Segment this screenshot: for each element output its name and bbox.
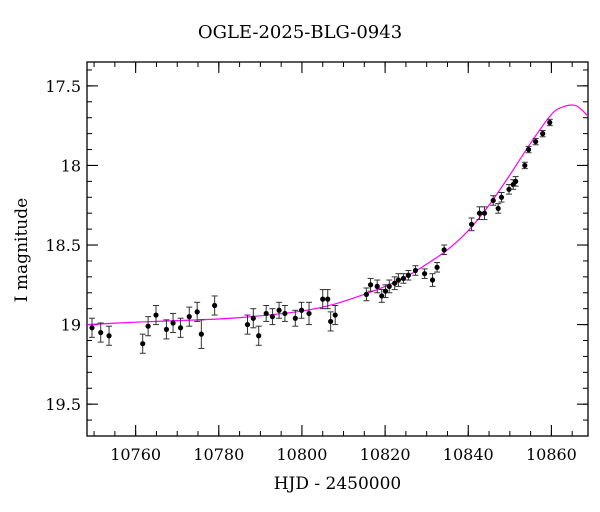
data-point [422,271,428,277]
data-point [332,312,338,318]
data-point [269,314,276,320]
x-axis-label: HJD - 2450000 [273,474,402,494]
data-point [374,283,380,289]
data-point [256,333,262,339]
data-point [306,310,312,317]
data-point [513,178,519,184]
data-point [434,264,440,270]
data-point [429,277,436,283]
data-point [405,272,411,278]
x-tick-label: 10840 [443,445,494,464]
chart-title: OGLE-2025-BLG-0943 [197,22,403,43]
data-point [250,315,256,321]
y-axis-label: I magnitude [12,197,32,303]
data-point [145,323,151,329]
y-tick-label: 18 [61,156,81,175]
data-point [194,309,200,315]
y-tick-label: 19 [61,316,81,335]
data-point [367,282,374,288]
data-point [177,325,184,331]
data-point [153,312,159,318]
data-point [506,186,512,192]
data-point [276,307,282,313]
plot-frame [86,61,589,437]
data-point [212,302,218,309]
data-point [498,194,505,200]
data-point [320,296,326,302]
y-tick-label: 19.5 [45,395,81,414]
x-tick-label: 10820 [360,445,411,464]
data-point [522,162,528,169]
x-tick-label: 10760 [110,445,161,464]
data-point [525,146,532,153]
data-point [547,119,553,126]
data-point [468,221,475,227]
data-point [292,315,298,321]
x-tick-label: 10800 [276,445,327,464]
data-point [163,326,170,332]
data-point [298,307,305,313]
data-point [476,210,483,216]
data-point [540,131,546,137]
data-point [325,296,331,302]
data-point [386,283,392,289]
data-point [140,341,146,347]
x-tick-label: 10860 [526,445,577,464]
data-point [490,197,496,204]
data-point [244,321,251,328]
data-point [412,267,419,274]
y-tick-label: 18.5 [45,236,81,255]
x-tick-label: 10780 [193,445,244,464]
data-point [89,325,95,331]
data-point [328,318,334,325]
data-point [106,333,112,339]
data-point [198,331,204,337]
data-point [392,280,398,286]
data-point [400,275,406,282]
data-point [263,310,269,317]
data-point [282,310,288,317]
data-point [533,138,539,145]
data-point [170,320,176,326]
data-point [441,247,447,253]
data-point [186,314,192,320]
data-point [495,205,501,212]
data-point [98,329,104,336]
model-curve [87,104,588,326]
data-point [481,210,488,216]
y-tick-label: 17.5 [45,77,81,96]
data-point [363,291,369,297]
data-point [395,277,402,283]
